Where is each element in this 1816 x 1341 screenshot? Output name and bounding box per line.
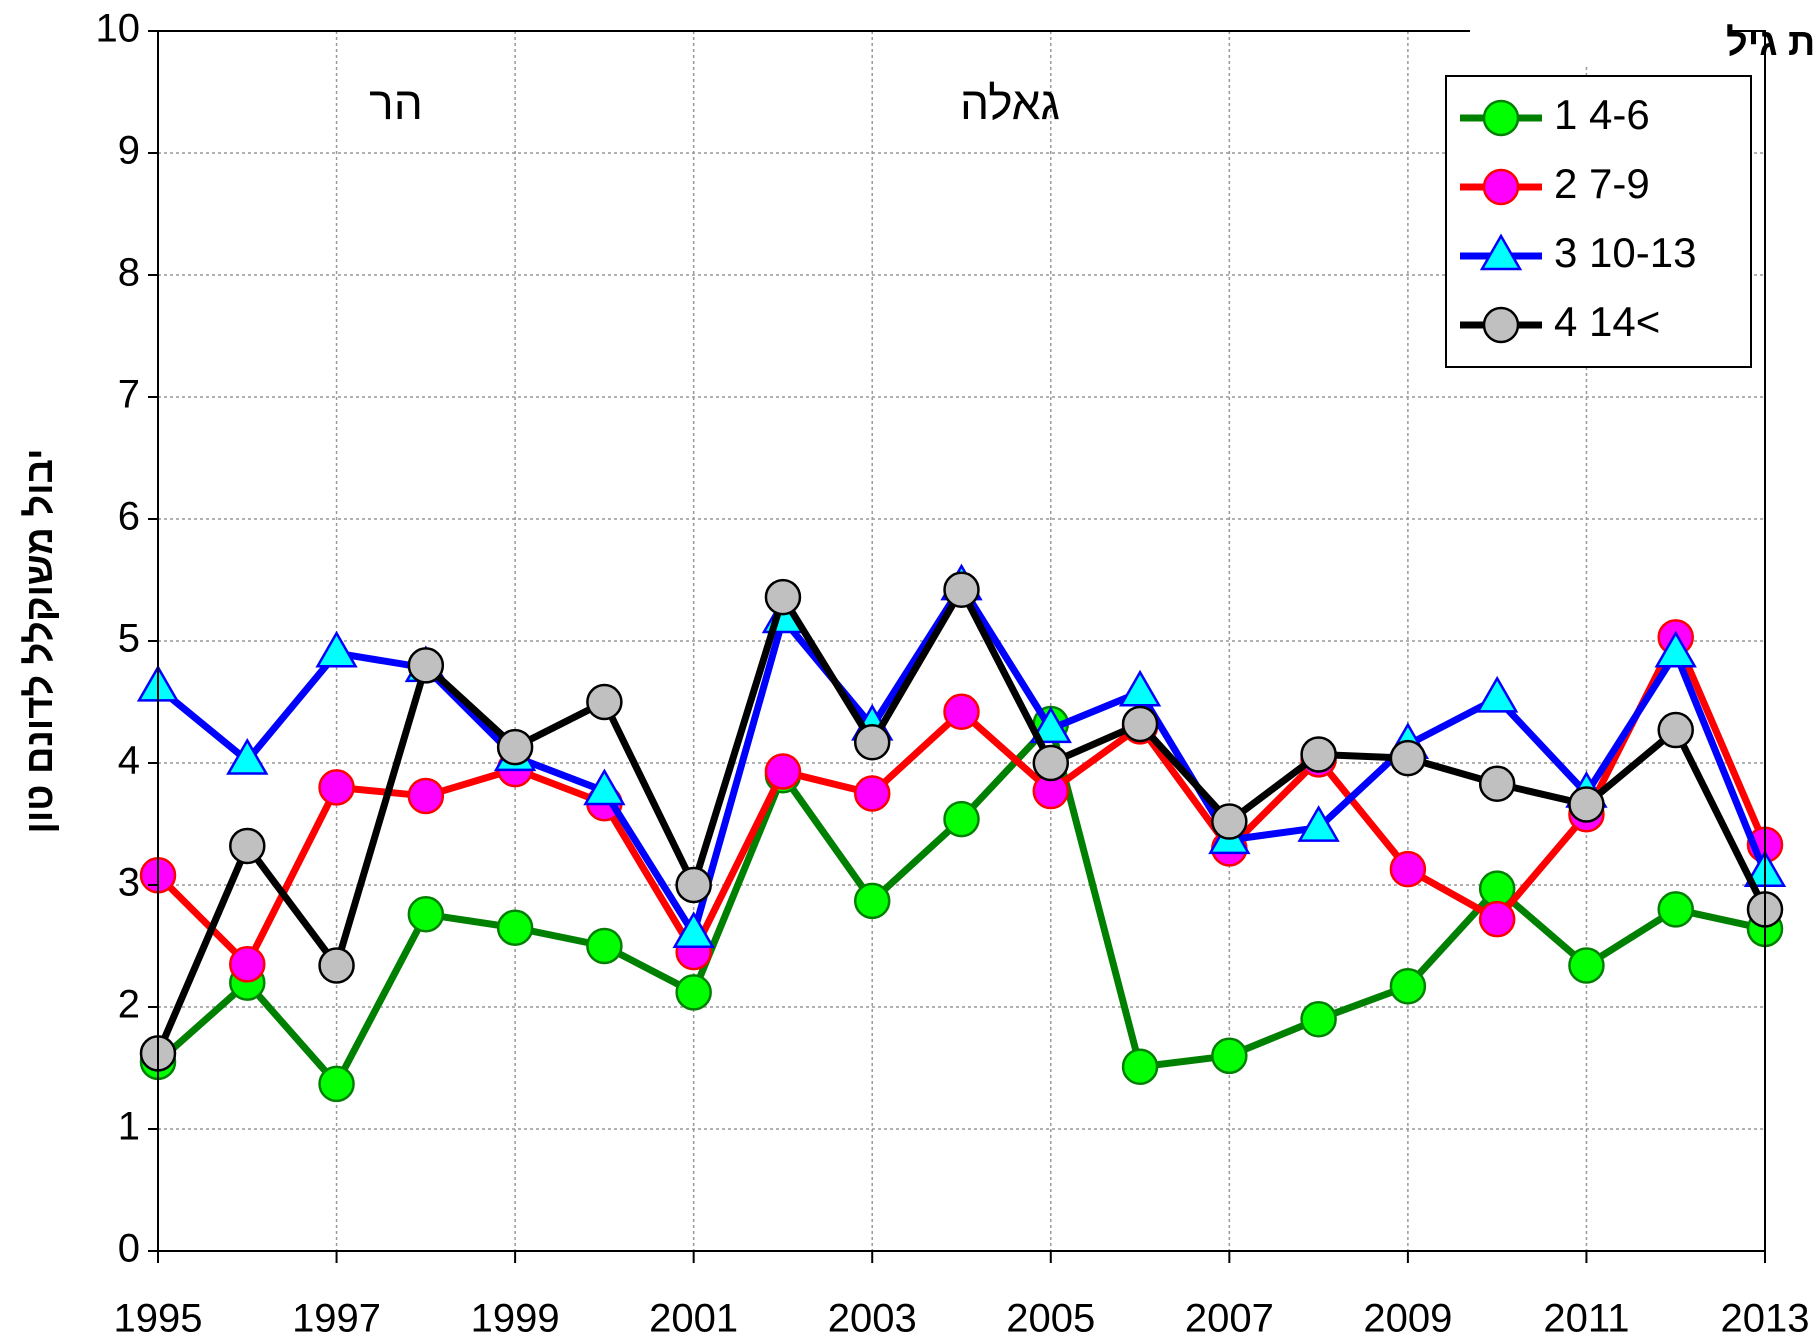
marker: [1297, 805, 1340, 842]
marker: [672, 911, 715, 949]
annotation: גאלה: [960, 77, 1060, 129]
overlay-layer: 0 1 2 3 4 5 6 7 8 9 10 1995 1997 1999 2001 2003 2005 2007…: [19, 7, 1816, 1341]
marker: [229, 946, 266, 983]
marker: [943, 571, 980, 609]
marker: [407, 896, 445, 933]
y-tick-label: 1: [118, 1105, 140, 1149]
marker: [675, 974, 712, 1011]
marker: [1478, 900, 1516, 938]
marker: [943, 693, 980, 731]
legend-label: 4 14<: [1554, 298, 1660, 345]
marker: [943, 800, 980, 838]
marker: [318, 947, 355, 984]
y-tick-label: 5: [118, 617, 140, 661]
marker: [1029, 706, 1072, 744]
y-tick-label: 0: [118, 1227, 140, 1271]
x-tick-label: 2009: [1363, 1297, 1452, 1341]
marker: [853, 724, 891, 761]
marker: [1032, 744, 1070, 782]
x-tick-label: 2013: [1721, 1297, 1810, 1341]
x-tick-label: 2001: [649, 1297, 738, 1341]
marker: [1657, 891, 1694, 928]
y-axis-label: יבול משוקלל לדונם טון: [19, 448, 61, 833]
marker: [853, 882, 891, 920]
x-tick-label: 2005: [1006, 1297, 1095, 1341]
x-tick-label: 1999: [471, 1297, 560, 1341]
legend-title-bg: [1470, 22, 1732, 66]
legend-label: 3 10-13: [1554, 229, 1696, 276]
marker: [1118, 669, 1162, 707]
marker: [226, 738, 269, 775]
marker: [407, 777, 445, 815]
series: [139, 571, 1784, 1072]
y-tick-label: 8: [118, 251, 140, 295]
series: [136, 563, 1787, 949]
x-tick-label: 2003: [828, 1297, 917, 1341]
marker: [1300, 736, 1337, 773]
marker: [1478, 765, 1516, 802]
marker: [1657, 711, 1694, 749]
marker: [853, 775, 891, 812]
marker: [586, 927, 623, 965]
legend-title: קבוצות גיל: [1726, 22, 1816, 64]
marker: [1476, 675, 1519, 713]
series-layer: [136, 563, 1787, 1103]
marker: [229, 827, 266, 865]
marker: [764, 578, 802, 616]
marker: [1568, 786, 1605, 823]
marker: [1121, 705, 1159, 743]
marker: [586, 683, 623, 721]
legend-marker: [1482, 99, 1520, 137]
series: [139, 705, 1784, 1103]
marker: [583, 768, 626, 806]
marker: [1568, 947, 1605, 984]
marker: [315, 630, 358, 668]
marker: [1300, 1000, 1337, 1038]
marker: [1211, 803, 1248, 840]
x-tick-label: 1995: [114, 1297, 203, 1341]
legend-marker: [1482, 168, 1520, 206]
marker: [1389, 968, 1427, 1005]
y-tick-label: 6: [118, 495, 140, 539]
marker: [1121, 1048, 1159, 1086]
plot-frame: [157, 30, 1766, 1252]
marker: [318, 1065, 355, 1103]
legend-marker: [1479, 233, 1523, 271]
series-line: [155, 720, 1766, 1088]
marker: [1389, 850, 1427, 888]
x-tick-label: 2007: [1185, 1297, 1274, 1341]
y-tick-label: 3: [118, 861, 140, 905]
annotation: הר: [369, 77, 423, 129]
marker: [318, 769, 355, 806]
marker: [764, 753, 802, 790]
legend-marker: [1482, 306, 1520, 344]
y-tick-label: 9: [118, 129, 140, 173]
marker: [496, 909, 534, 946]
legend-label: 1 4-6: [1554, 91, 1650, 138]
x-tick-label: 2011: [1543, 1297, 1629, 1341]
legend-label: 2 7-9: [1554, 160, 1650, 207]
marker: [675, 866, 712, 904]
y-tick-label: 2: [118, 983, 140, 1027]
y-tick-label: 10: [96, 7, 141, 51]
marker: [496, 728, 534, 766]
marker: [407, 647, 445, 684]
y-tick-label: 7: [118, 373, 140, 417]
y-tick-label: 4: [118, 739, 140, 783]
marker: [1389, 739, 1427, 777]
x-tick-label: 1997: [292, 1297, 381, 1341]
marker: [1211, 1037, 1248, 1075]
marker: [1654, 630, 1697, 668]
